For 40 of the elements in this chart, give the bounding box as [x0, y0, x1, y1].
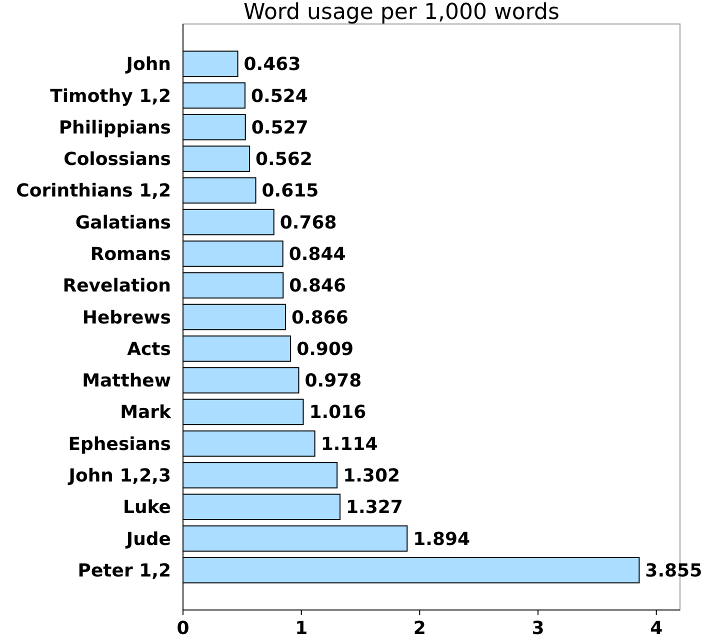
y-tick-label: John — [124, 54, 171, 76]
y-tick-label: Romans — [90, 244, 171, 266]
data-label: 0.978 — [304, 370, 362, 392]
data-label: 3.855 — [645, 560, 702, 582]
y-tick-label: Timothy 1,2 — [50, 86, 171, 107]
data-label: 1.016 — [309, 402, 366, 424]
x-tick-label: 0 — [176, 618, 190, 639]
y-tick-label: Luke — [123, 497, 171, 518]
y-tick-label: Philippians — [58, 117, 171, 138]
chart-title: Word usage per 1,000 words — [244, 0, 560, 25]
x-tick-label: 2 — [413, 618, 426, 639]
x-tick-label: 4 — [650, 618, 663, 639]
y-tick-label: Corinthians 1,2 — [16, 180, 171, 202]
y-tick-label: Hebrews — [82, 307, 171, 328]
data-label: 0.562 — [256, 149, 312, 170]
y-tick-label: Galatians — [75, 212, 171, 234]
y-tick-label: Jude — [124, 528, 171, 550]
y-tick-label: Ephesians — [68, 434, 171, 455]
data-label: 0.463 — [244, 54, 301, 76]
data-label: 1.327 — [346, 497, 403, 518]
data-label: 1.894 — [413, 528, 470, 550]
y-tick-label: Revelation — [62, 276, 171, 297]
x-tick-label: 3 — [532, 618, 544, 639]
y-tick-label: John 1,2,3 — [66, 466, 171, 487]
data-label: 0.615 — [262, 180, 319, 202]
data-label: 0.844 — [288, 244, 346, 266]
data-label: 0.527 — [251, 117, 308, 138]
data-label: 0.524 — [251, 86, 308, 107]
y-tick-label: Matthew — [82, 370, 171, 392]
x-tick-label: 1 — [295, 618, 308, 639]
data-label: 0.909 — [296, 338, 354, 360]
y-tick-label: Acts — [127, 338, 171, 360]
y-tick-label: Peter 1,2 — [78, 560, 171, 582]
data-label: 0.846 — [289, 276, 346, 297]
y-tick-label: Mark — [120, 402, 172, 424]
data-label: 0.768 — [280, 212, 337, 234]
data-label: 1.114 — [320, 434, 378, 455]
y-tick-label: Colossians — [64, 149, 171, 170]
data-label: 1.302 — [343, 466, 400, 487]
data-label: 0.866 — [291, 307, 348, 328]
